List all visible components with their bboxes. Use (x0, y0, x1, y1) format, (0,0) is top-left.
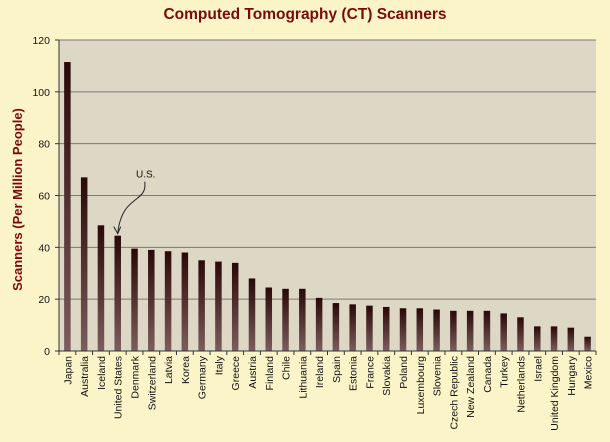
y-tick-label: 40 (38, 242, 50, 254)
x-tick-label: Estonia (348, 356, 360, 391)
x-tick-label: France (364, 356, 376, 389)
bar (114, 235, 121, 351)
x-tick-label: Mexico (583, 356, 595, 389)
bar (282, 288, 289, 351)
labels: 0 20 40 60 80 100 120 Japan Australia Iceland Unit… (32, 35, 594, 431)
bar (164, 251, 172, 351)
x-tick-label: Lithuania (297, 356, 309, 399)
bar (97, 225, 105, 351)
x-tick-label: Czech Republic (448, 356, 460, 430)
bar (382, 306, 390, 351)
bar (215, 261, 222, 351)
y-tick-label: 80 (38, 139, 50, 151)
bar (198, 260, 205, 351)
axes (55, 39, 597, 355)
x-tick-label: Japan (62, 356, 74, 385)
bar (517, 317, 524, 351)
x-tick-label: Australia (79, 356, 91, 397)
chart-title: Computed Tomography (CT) Scanners (163, 6, 447, 23)
bar (567, 327, 575, 351)
bar (265, 287, 273, 351)
x-tick-label: Netherlands (515, 356, 527, 413)
bar (466, 310, 474, 351)
bar (231, 262, 239, 351)
bar (181, 252, 189, 351)
x-tick-label: Latvia (163, 356, 175, 384)
x-tick-label: Finland (264, 356, 276, 391)
annotation-arrow (117, 181, 146, 234)
x-tick-label: Turkey (499, 355, 511, 387)
x-tick-label: Austria (247, 356, 259, 389)
bar (299, 288, 306, 351)
y-tick-label: 0 (44, 346, 50, 358)
x-tick-label: Ireland (314, 356, 326, 388)
x-tick-label: United Kingdom (549, 356, 561, 431)
bars (64, 62, 591, 351)
gridlines (59, 39, 596, 300)
x-tick-label: Denmark (130, 355, 142, 398)
bar (366, 305, 373, 351)
bar (315, 297, 323, 351)
x-tick-label: Poland (398, 356, 410, 389)
annotation-arrowhead (113, 226, 122, 235)
x-tick-label: Greece (230, 356, 242, 391)
x-tick-label: Iceland (96, 356, 108, 390)
y-axis-title: Scanners (Per Million People) (10, 108, 25, 291)
bar (483, 310, 491, 351)
x-tick-label: Chile (281, 356, 293, 380)
x-tick-label: Switzerland (146, 356, 158, 410)
bar (534, 326, 541, 351)
y-tick-label: 60 (38, 191, 50, 203)
x-tick-label: Korea (180, 356, 192, 384)
x-tick-label: Italy (213, 355, 225, 375)
bar (500, 313, 507, 351)
x-tick-label: Germany (197, 355, 209, 399)
x-tick-label: Hungary (566, 355, 578, 395)
x-tick-label: Canada (482, 356, 494, 393)
bar (64, 62, 71, 351)
bar (248, 278, 256, 351)
bar (584, 336, 591, 351)
bar (349, 304, 356, 351)
x-tick-label: Israel (532, 356, 544, 382)
bar (80, 177, 88, 351)
bar (416, 308, 424, 351)
x-tick-label: United States (113, 356, 125, 419)
y-tick-label: 100 (32, 87, 50, 99)
bar (332, 303, 340, 351)
y-tick-label: 20 (38, 294, 50, 306)
x-tick-label: Slovenia (432, 356, 444, 396)
annotation-label: U.S. (136, 170, 155, 181)
x-tick-label: Spain (331, 356, 343, 383)
bar (148, 249, 155, 351)
bar (550, 326, 558, 351)
x-tick-label: New Zealand (465, 356, 477, 418)
x-tick-label: Luxembourg (415, 356, 427, 415)
bar (450, 310, 457, 351)
y-tick-label: 120 (32, 35, 50, 47)
x-tick-label: Slovakia (381, 356, 393, 396)
bar (399, 308, 407, 351)
bar (131, 248, 138, 351)
bar (433, 309, 440, 351)
